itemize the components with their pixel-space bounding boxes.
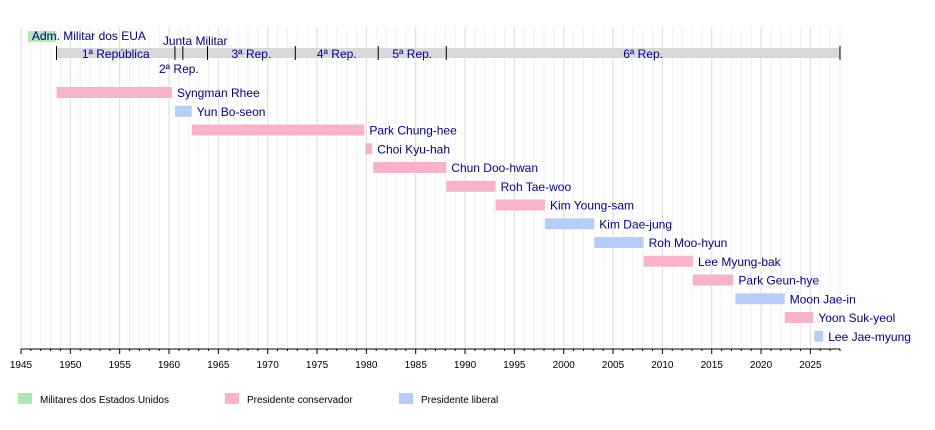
president-label: Kim Young-sam	[550, 199, 634, 213]
era-label: 1ª República	[82, 47, 150, 61]
president-bar	[446, 180, 496, 192]
legend-label: Presidente conservador	[247, 395, 353, 406]
president-bar	[56, 87, 172, 98]
era-bar-military	[27, 31, 57, 42]
president-bar	[643, 255, 693, 267]
president-bar	[814, 330, 824, 342]
president-label: Choi Kyu-hah	[377, 142, 450, 156]
president-bar	[373, 162, 447, 173]
president-bar	[191, 124, 365, 136]
president-label: Yun Bo-seon	[197, 105, 266, 119]
president-bar	[594, 237, 644, 248]
x-tick-label: 1995	[503, 360, 526, 371]
x-tick-label: 2025	[799, 360, 822, 371]
legend-label: Presidente liberal	[421, 395, 498, 406]
x-tick-label: 2010	[651, 360, 674, 371]
president-bar	[365, 143, 373, 155]
president-label: Roh Moo-hyun	[649, 236, 728, 250]
president-bar	[495, 199, 545, 211]
x-tick-label: 1965	[207, 360, 230, 371]
president-label: Lee Myung-bak	[698, 255, 782, 269]
president-label: Park Geun-hye	[738, 274, 819, 288]
era-label: 5ª Rep.	[392, 47, 432, 61]
era-label: 3ª Rep.	[232, 47, 272, 61]
president-bars: Syngman Rhee Yun Bo-seon Park Chung-hee Cho…	[56, 86, 911, 344]
grid-lines	[20, 27, 841, 349]
president-label: Yoon Suk-yeol	[818, 311, 895, 325]
era-label: Junta Militar	[163, 34, 228, 48]
era-band: Adm. Militar dos EUA 1ª República 2ª Rep. J…	[27, 29, 841, 76]
x-axis: 1945 1950 1955 1960 1965 1970 1975 1980 1985 1990…	[10, 348, 841, 371]
x-tick-label: 1975	[306, 360, 329, 371]
president-label: Kim Dae-jung	[599, 217, 672, 231]
legend-label: Militares dos Estados Unidos	[40, 395, 169, 406]
x-tick-label: 2015	[701, 360, 724, 371]
president-label: Lee Jae-myung	[828, 330, 911, 344]
x-tick-label: 1970	[257, 360, 280, 371]
x-tick-label: 1955	[109, 360, 132, 371]
x-tick-label: 1980	[355, 360, 378, 371]
president-label: Roh Tae-woo	[501, 180, 572, 194]
era-label: 6ª Rep.	[623, 47, 663, 61]
x-tick-label: 1960	[158, 360, 181, 371]
president-label: Moon Jae-in	[790, 292, 856, 306]
legend: Militares dos Estados Unidos Presidente c…	[18, 393, 498, 406]
legend-swatch	[18, 393, 32, 404]
president-label: Syngman Rhee	[177, 86, 260, 100]
president-bar	[692, 274, 734, 286]
president-label: Park Chung-hee	[369, 124, 457, 138]
era-label: 2ª Rep.	[159, 62, 199, 76]
president-bar	[174, 105, 192, 117]
legend-swatch	[225, 393, 239, 404]
era-label: 4ª Rep.	[317, 47, 357, 61]
era-label: Adm. Militar dos EUA	[32, 29, 146, 43]
era-bar-republics	[56, 48, 841, 58]
legend-swatch	[399, 393, 413, 404]
x-tick-label: 1985	[405, 360, 428, 371]
president-label: Chun Doo-hwan	[451, 161, 538, 175]
president-bar	[784, 312, 814, 323]
president-bar	[544, 218, 595, 230]
x-tick-label: 1945	[10, 360, 33, 371]
president-bar	[735, 293, 785, 305]
x-tick-label: 2020	[750, 360, 773, 371]
x-tick-label: 1950	[59, 360, 82, 371]
x-tick-label: 2000	[553, 360, 576, 371]
x-tick-label: 2005	[602, 360, 625, 371]
x-tick-label: 1990	[454, 360, 477, 371]
